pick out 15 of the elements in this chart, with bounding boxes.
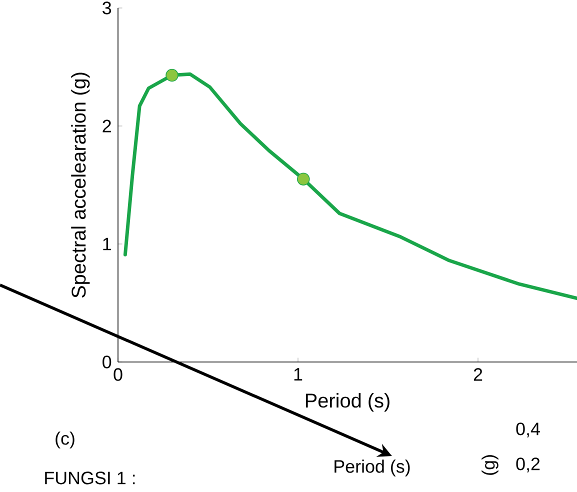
y-tick-label: 3 [102, 2, 112, 14]
y-tick-label: 1 [103, 238, 111, 250]
y-axis-title: Spectral accelearation (g) [71, 72, 90, 298]
y-tick-label: 0 [102, 356, 112, 368]
text: 0,2 [516, 458, 540, 472]
x-tick-label: 1 [294, 368, 302, 381]
x-axis-title: Period (s) [306, 393, 390, 412]
text: Period (s) [334, 460, 410, 476]
text: 0,4 [516, 422, 540, 438]
text: (g) [482, 455, 498, 475]
x-tick-label: 0 [114, 368, 122, 381]
text: (c) [56, 432, 74, 448]
x-tick-label: 2 [474, 368, 482, 381]
text: FUNGSI 1 : [45, 472, 135, 484]
y-tick-label: 2 [102, 120, 111, 132]
